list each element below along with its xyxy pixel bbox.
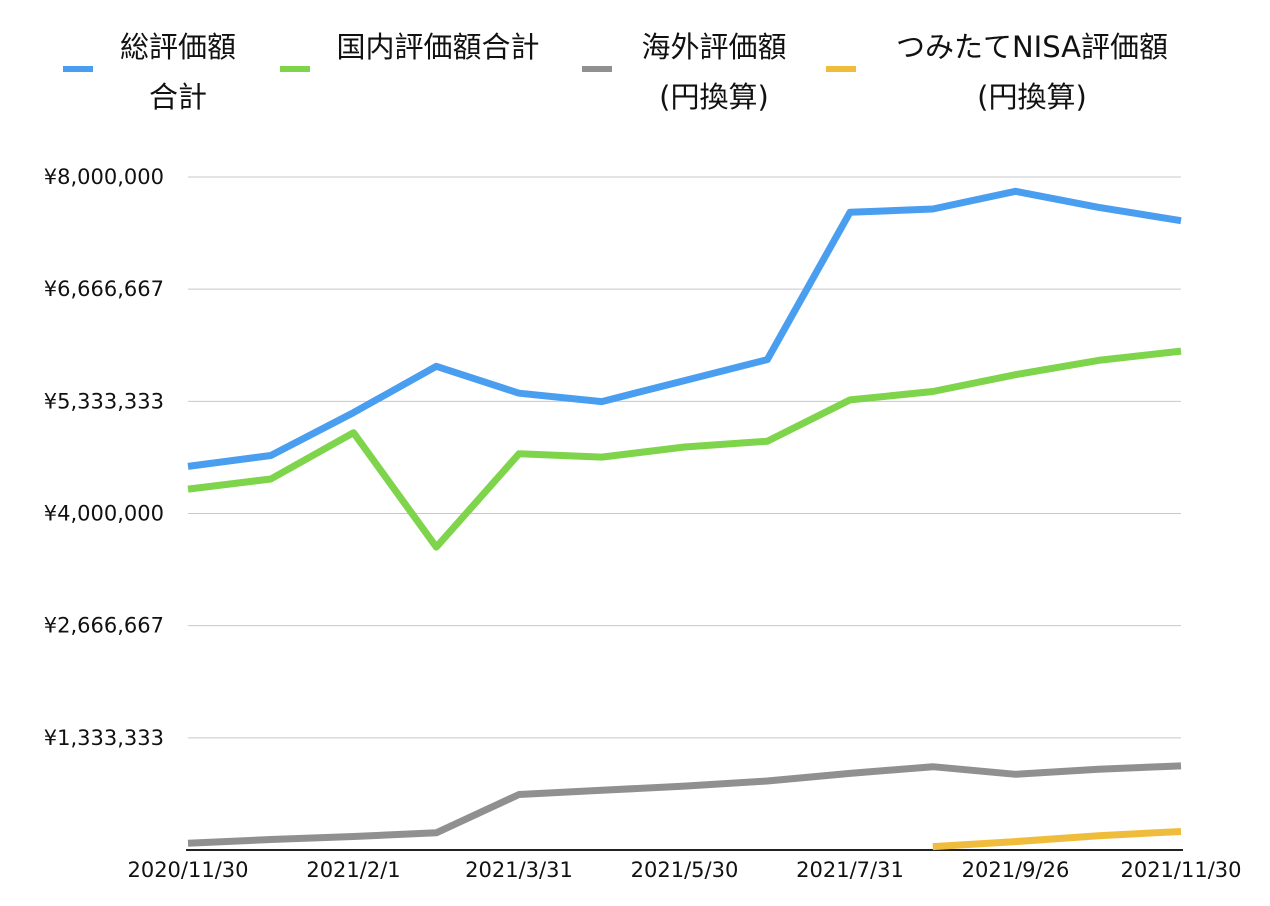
y-tick-label: ¥1,333,333 [44, 726, 164, 750]
legend-label: (円換算) [659, 80, 769, 114]
y-axis-ticks: ¥1,333,333 ¥2,666,667 ¥4,000,000 ¥5,333,333… [44, 165, 164, 750]
legend-swatch [63, 66, 93, 72]
series-line-3 [932, 828, 1182, 851]
x-tick-label: 2021/5/30 [631, 858, 739, 882]
legend-label: 合計 [149, 80, 207, 114]
y-tick-label: ¥8,000,000 [44, 165, 164, 189]
gridlines [188, 176, 1181, 739]
legend-swatch [280, 66, 310, 72]
legend-label: 総評価額 [120, 30, 236, 64]
series-line-0 [187, 187, 1182, 470]
x-tick-label: 2021/2/1 [306, 858, 400, 882]
x-tick-label: 2021/3/31 [465, 858, 573, 882]
x-tick-label: 2021/11/30 [1120, 858, 1241, 882]
legend-swatch [582, 66, 612, 72]
legend-label: (円換算) [977, 80, 1087, 114]
y-tick-label: ¥6,666,667 [44, 277, 164, 301]
x-tick-label: 2020/11/30 [127, 858, 248, 882]
series-line-1 [187, 347, 1182, 551]
legend-label: 海外評価額 [641, 30, 786, 64]
y-tick-label: ¥4,000,000 [44, 502, 164, 526]
legend-label: 国内評価額合計 [336, 30, 539, 64]
legend-item-2: 海外評価額 (円換算) [582, 30, 787, 114]
legend-label: つみたてNISA評価額 [896, 30, 1168, 64]
x-axis-ticks: 2020/11/30 2021/2/1 2021/3/31 2021/5/30 2021… [127, 858, 1241, 882]
x-tick-label: 2021/9/26 [962, 858, 1070, 882]
legend-item-1: 国内評価額合計 [280, 30, 540, 72]
y-tick-label: ¥2,666,667 [44, 614, 164, 638]
legend-swatch [826, 66, 856, 72]
y-tick-label: ¥5,333,333 [44, 389, 164, 413]
series-lines [187, 187, 1182, 851]
legend-item-3: つみたてNISA評価額 (円換算) [826, 30, 1168, 114]
series-line-2 [187, 762, 1182, 847]
x-tick-label: 2021/7/31 [796, 858, 904, 882]
